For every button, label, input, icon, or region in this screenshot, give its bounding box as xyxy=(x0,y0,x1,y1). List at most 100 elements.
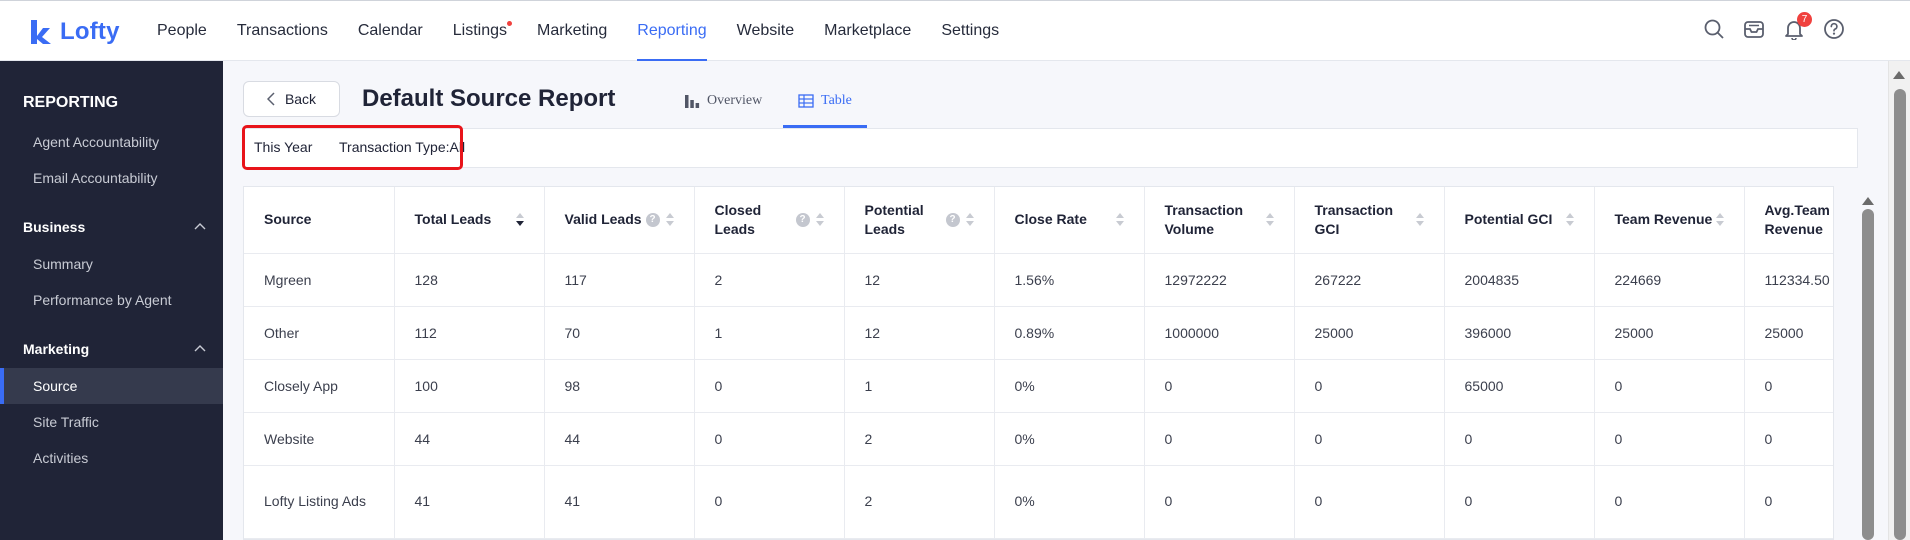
sidebar-section-marketing[interactable]: Marketing xyxy=(23,341,206,357)
nav-listings[interactable]: Listings xyxy=(438,1,522,62)
filter-period[interactable]: This Year xyxy=(254,139,313,155)
column-header-total-leads[interactable]: Total Leads xyxy=(394,187,545,254)
sort-icon[interactable] xyxy=(815,213,824,227)
page-scrollbar[interactable] xyxy=(1888,61,1910,540)
table-row[interactable]: Lofty Listing Ads 41 41 0 2 0% 0 0 0 0 0 xyxy=(244,465,1833,539)
sidebar-item-source[interactable]: Source xyxy=(0,368,223,404)
nav-settings[interactable]: Settings xyxy=(941,22,1000,39)
table-cell: 1 xyxy=(694,306,845,360)
table-cell: 100 xyxy=(394,359,545,413)
column-header-label: Close Rate xyxy=(1014,211,1087,228)
column-header-source: Source xyxy=(244,187,395,254)
sidebar-item-agent-accountability[interactable]: Agent Accountability xyxy=(33,134,160,150)
column-header-potential-leads[interactable]: Potential Leads? xyxy=(844,187,995,254)
table-icon xyxy=(798,93,814,108)
back-button-label: Back xyxy=(284,91,317,107)
nav-people[interactable]: People xyxy=(157,22,207,39)
sort-icon[interactable] xyxy=(665,213,674,227)
sidebar-item-performance-by-agent[interactable]: Performance by Agent xyxy=(33,292,172,308)
tab-overview-label: Overview xyxy=(707,92,763,108)
sidebar-item-email-accountability[interactable]: Email Accountability xyxy=(33,170,158,186)
table-cell: 0 xyxy=(1444,412,1595,466)
column-header-transaction-gci[interactable]: Transaction GCI xyxy=(1294,187,1445,254)
sidebar-item-activities[interactable]: Activities xyxy=(33,450,89,466)
notification-bell-icon[interactable]: 7 xyxy=(1782,12,1812,41)
nav-website[interactable]: Website xyxy=(736,22,795,39)
table-cell-source: Mgreen xyxy=(244,253,395,307)
report-main-area: Back Default Source Report Overview Tabl… xyxy=(223,61,1910,540)
filter-transaction-type[interactable]: Transaction Type:All xyxy=(339,139,466,155)
tab-table[interactable]: Table xyxy=(783,75,867,128)
top-navigation-bar: Lofty People Transactions Calendar Listi… xyxy=(0,0,1910,62)
help-circle-icon[interactable]: ? xyxy=(945,212,960,227)
sidebar-heading: REPORTING xyxy=(23,94,119,111)
column-header-valid-leads[interactable]: Valid Leads? xyxy=(544,187,695,254)
table-cell: 0 xyxy=(1594,465,1745,539)
sidebar-section-business[interactable]: Business xyxy=(23,219,206,235)
table-cell: 0 xyxy=(1744,359,1833,413)
sidebar-item-summary[interactable]: Summary xyxy=(33,256,93,272)
nav-marketing[interactable]: Marketing xyxy=(537,22,608,39)
nav-calendar[interactable]: Calendar xyxy=(357,22,423,39)
table-scrollbar[interactable] xyxy=(1859,197,1877,540)
inbox-icon[interactable] xyxy=(1742,17,1766,41)
table-cell: 224669 xyxy=(1594,253,1745,307)
table-cell: 44 xyxy=(544,412,695,466)
nav-marketplace[interactable]: Marketplace xyxy=(824,22,912,39)
search-icon[interactable] xyxy=(1702,17,1726,41)
column-header-closed-leads[interactable]: Closed Leads? xyxy=(694,187,845,254)
sort-icon[interactable] xyxy=(965,213,974,227)
table-cell: 112334.50 xyxy=(1744,253,1833,307)
sort-icon[interactable] xyxy=(1565,213,1574,227)
nav-transactions[interactable]: Transactions xyxy=(236,22,328,39)
notification-count-badge: 7 xyxy=(1797,12,1812,27)
help-icon[interactable] xyxy=(1822,17,1846,41)
column-header-label: Closed Leads xyxy=(714,201,762,237)
table-cell: 0 xyxy=(694,465,845,539)
scrollbar-thumb[interactable] xyxy=(1894,89,1906,540)
table-cell: 2 xyxy=(844,465,995,539)
tab-overview[interactable]: Overview xyxy=(684,75,762,126)
listings-notification-dot xyxy=(507,21,513,26)
scroll-up-arrow-icon[interactable] xyxy=(1862,197,1874,205)
sidebar-item-site-traffic[interactable]: Site Traffic xyxy=(33,414,99,430)
table-row[interactable]: Other 112 70 1 12 0.89% 1000000 25000 396000 2500… xyxy=(244,306,1833,360)
sort-icon[interactable] xyxy=(1115,213,1124,227)
column-header-close-rate[interactable]: Close Rate xyxy=(994,187,1145,254)
table-row[interactable]: Closely App 100 98 0 1 0% 0 0 65000 0 0 xyxy=(244,359,1833,413)
help-circle-icon[interactable]: ? xyxy=(645,212,660,227)
table-row[interactable]: Website 44 44 0 2 0% 0 0 0 0 0 xyxy=(244,412,1833,466)
table-cell: 112 xyxy=(394,306,545,360)
main-nav: People Transactions Calendar Listings Ma… xyxy=(142,1,1014,62)
back-button[interactable]: Back xyxy=(243,81,340,117)
table-row[interactable]: Mgreen 128 117 2 12 1.56% 12972222 267222 200483… xyxy=(244,253,1833,307)
table-cell: 0 xyxy=(1594,412,1745,466)
column-header-team-revenue[interactable]: Team Revenue xyxy=(1594,187,1745,254)
table-cell: 41 xyxy=(544,465,695,539)
table-cell: 25000 xyxy=(1294,306,1445,360)
column-header-potential-gci[interactable]: Potential GCI xyxy=(1444,187,1595,254)
table-cell: 1 xyxy=(844,359,995,413)
table-cell: 0% xyxy=(994,359,1145,413)
sort-icon[interactable] xyxy=(1265,213,1274,227)
scrollbar-thumb[interactable] xyxy=(1862,209,1874,540)
table-header-row: Source Total Leads Valid Leads? Closed L… xyxy=(244,187,1833,254)
sort-icon[interactable] xyxy=(1715,213,1724,227)
table-cell: 0 xyxy=(1144,465,1295,539)
help-circle-icon[interactable]: ? xyxy=(795,212,810,227)
table-cell: 0.89% xyxy=(994,306,1145,360)
lofty-logo[interactable]: Lofty xyxy=(28,17,120,47)
column-header-label: Valid Leads xyxy=(564,211,642,228)
nav-reporting[interactable]: Reporting xyxy=(622,1,721,62)
table-cell-source: Website xyxy=(244,412,395,466)
table-cell: 0% xyxy=(994,412,1145,466)
table-cell: 44 xyxy=(394,412,545,466)
table-cell: 98 xyxy=(544,359,695,413)
table-cell: 0 xyxy=(694,412,845,466)
column-header-transaction-volume[interactable]: Transaction Volume xyxy=(1144,187,1295,254)
column-header-avg-team-revenue[interactable]: Avg.Team Revenue xyxy=(1744,187,1833,254)
chevron-up-icon xyxy=(194,345,206,352)
sort-icon[interactable] xyxy=(1415,213,1424,227)
scroll-up-arrow-icon[interactable] xyxy=(1893,71,1905,79)
sort-icon[interactable] xyxy=(515,213,524,227)
